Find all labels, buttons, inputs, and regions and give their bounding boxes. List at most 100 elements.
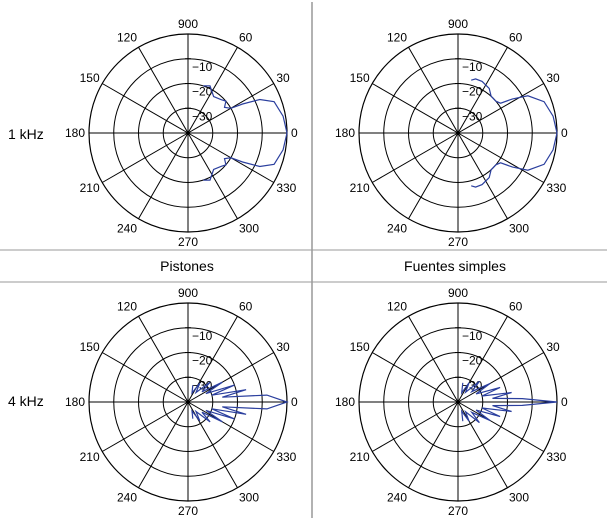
grid-spoke — [138, 132, 189, 219]
angle-label: 300 — [239, 221, 259, 235]
grid-spoke — [372, 83, 459, 134]
angle-label: 60 — [239, 31, 253, 45]
angle-label: 60 — [509, 31, 523, 45]
angle-label: 900 — [178, 286, 198, 300]
grid-spoke — [187, 352, 274, 403]
angle-label: 180 — [335, 395, 355, 409]
angle-label: 240 — [117, 221, 137, 235]
angle-label: 240 — [387, 490, 407, 504]
angle-label: 30 — [546, 71, 560, 85]
grid-spoke — [187, 401, 274, 452]
angle-label: 210 — [350, 181, 370, 195]
row-label-4khz: 4 kHz — [8, 393, 44, 409]
angle-label: 240 — [387, 221, 407, 235]
grid-spoke — [457, 316, 508, 403]
angle-label: 270 — [448, 504, 468, 518]
grid-spoke — [372, 401, 459, 452]
angle-label: 330 — [546, 181, 566, 195]
grid-spoke — [187, 47, 238, 134]
angle-label: 330 — [546, 450, 566, 464]
angle-label: 0 — [561, 126, 568, 140]
pattern-line — [191, 381, 289, 423]
angle-label: 0 — [291, 126, 298, 140]
radial-label: −30 — [192, 109, 213, 123]
row-label-1khz: 1 kHz — [8, 126, 44, 142]
angle-label: 210 — [80, 181, 100, 195]
polar-plot-4khz-fuentes-simples: −10−20−309006030033030027024021018015012… — [335, 286, 568, 518]
angle-label: 180 — [65, 126, 85, 140]
grid-spoke — [102, 132, 189, 183]
angle-label: 150 — [350, 71, 370, 85]
radial-label: −20 — [462, 85, 483, 99]
grid-spoke — [102, 83, 189, 134]
grid-spoke — [408, 401, 459, 488]
angle-label: 60 — [239, 300, 253, 314]
radial-label: −10 — [192, 60, 213, 74]
grid-spoke — [457, 401, 508, 488]
grid-spoke — [408, 47, 459, 134]
grid-spoke — [372, 352, 459, 403]
radial-label: −30 — [462, 109, 483, 123]
angle-label: 180 — [65, 395, 85, 409]
angle-label: 60 — [509, 300, 523, 314]
angle-label: 0 — [291, 395, 298, 409]
grid-spoke — [187, 132, 238, 219]
radial-label: −20 — [462, 354, 483, 368]
pattern-line — [471, 78, 558, 188]
grid-spoke — [138, 401, 189, 488]
angle-label: 900 — [178, 17, 198, 31]
angle-label: 120 — [387, 31, 407, 45]
grid-spoke — [138, 47, 189, 134]
column-label-fuentes-simples: Fuentes simples — [404, 258, 506, 274]
radial-label: −20 — [192, 354, 213, 368]
radial-label: −10 — [192, 329, 213, 343]
pattern-line — [460, 380, 558, 424]
angle-label: 240 — [117, 490, 137, 504]
angle-label: 300 — [509, 490, 529, 504]
angle-label: 900 — [448, 286, 468, 300]
angle-label: 900 — [448, 17, 468, 31]
grid-spoke — [457, 132, 544, 183]
angle-label: 270 — [448, 235, 468, 249]
angle-label: 210 — [350, 450, 370, 464]
angle-label: 120 — [387, 300, 407, 314]
angle-label: 30 — [276, 71, 290, 85]
grid-spoke — [102, 401, 189, 452]
angle-label: 150 — [350, 340, 370, 354]
grid-spoke — [457, 401, 544, 452]
angle-label: 30 — [276, 340, 290, 354]
angle-label: 330 — [276, 450, 296, 464]
angle-label: 0 — [561, 395, 568, 409]
angle-label: 150 — [80, 71, 100, 85]
polar-plot-1khz-fuentes-simples: −10−20−309006030033030027024021018015012… — [335, 17, 568, 249]
radial-label: −20 — [192, 85, 213, 99]
angle-label: 150 — [80, 340, 100, 354]
polar-plot-1khz-pistones: −10−20−309006030033030027024021018015012… — [65, 17, 298, 249]
angle-label: 330 — [276, 181, 296, 195]
radial-label: −30 — [192, 378, 213, 392]
grid-spoke — [408, 316, 459, 403]
polar-plot-4khz-pistones: −10−20−309006030033030027024021018015012… — [65, 286, 298, 518]
angle-label: 270 — [178, 504, 198, 518]
radial-label: −10 — [462, 60, 483, 74]
pattern-line — [203, 85, 288, 181]
grid-spoke — [457, 83, 544, 134]
grid-spoke — [457, 352, 544, 403]
angle-label: 300 — [239, 490, 259, 504]
grid-spoke — [138, 316, 189, 403]
grid-spoke — [102, 352, 189, 403]
column-label-pistones: Pistones — [160, 258, 214, 274]
grid-spoke — [457, 47, 508, 134]
angle-label: 300 — [509, 221, 529, 235]
angle-label: 270 — [178, 235, 198, 249]
radial-label: −10 — [462, 329, 483, 343]
angle-label: 120 — [117, 300, 137, 314]
angle-label: 210 — [80, 450, 100, 464]
grid-spoke — [457, 132, 508, 219]
angle-label: 120 — [117, 31, 137, 45]
angle-label: 30 — [546, 340, 560, 354]
angle-label: 180 — [335, 126, 355, 140]
grid-spoke — [372, 132, 459, 183]
grid-spoke — [408, 132, 459, 219]
